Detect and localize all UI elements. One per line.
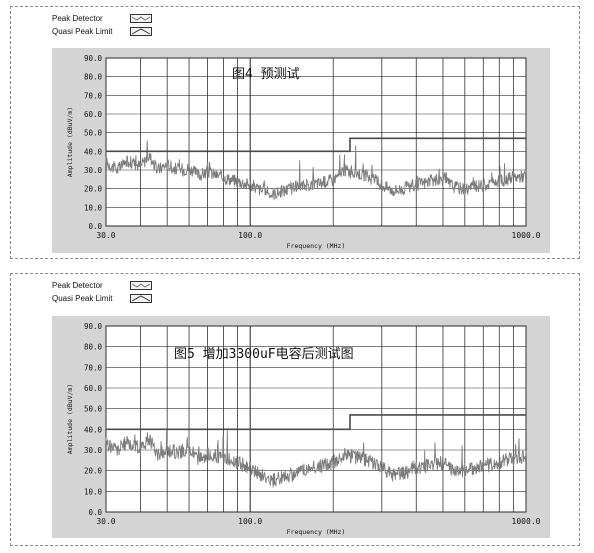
emi-spectrum-chart-2: 0.0 10.0 20.0 30.0 40.0 50.0 60.0 70.0 80.0 90.0 3…	[52, 316, 550, 538]
peak-detector-line-icon	[130, 14, 152, 23]
series-line-quasi-peak-limit	[106, 137, 526, 153]
y-tick-label: 70.0	[84, 363, 103, 372]
legend-1: Peak Detector Quasi Peak Limit	[52, 12, 152, 38]
series-line-peak-detector	[105, 140, 527, 201]
chart-panel-2	[10, 273, 580, 546]
legend-label: Peak Detector	[52, 14, 103, 23]
x-tick-label: 30.0	[96, 517, 115, 526]
y-tick-label: 20.0	[84, 467, 103, 476]
legend-2: Peak Detector Quasi Peak Limit	[52, 279, 152, 305]
y-tick-label: 80.0	[84, 73, 103, 82]
y-tick-label: 70.0	[84, 91, 103, 100]
legend-item-quasi-peak-limit: Quasi Peak Limit	[52, 292, 152, 305]
y-tick-label: 10.0	[84, 487, 103, 496]
x-tick-label: 100.0	[238, 231, 262, 240]
chart-panel-1	[10, 6, 580, 259]
series-line-peak-detector	[105, 428, 527, 488]
y-axis-label: Amplitude (dBuV/m)	[66, 384, 74, 454]
y-tick-label: 20.0	[84, 185, 103, 194]
legend-label: Peak Detector	[52, 281, 103, 290]
series-line-quasi-peak-limit	[106, 414, 526, 431]
y-tick-label: 40.0	[84, 147, 103, 156]
emi-spectrum-chart-1: 0.0 10.0 20.0 30.0 40.0 50.0 60.0 70.0 80.0 90.0 3…	[52, 48, 550, 253]
y-tick-label: 60.0	[84, 110, 103, 119]
y-tick-label: 30.0	[84, 446, 103, 455]
y-tick-label: 0.0	[88, 222, 102, 231]
x-tick-label: 1000.0	[512, 517, 541, 526]
x-axis-label: Frequency (MHz)	[287, 528, 346, 536]
y-tick-label: 50.0	[84, 405, 103, 414]
y-axis-label: Amplitude (dBuV/m)	[66, 107, 74, 177]
legend-item-quasi-peak-limit: Quasi Peak Limit	[52, 25, 152, 38]
legend-item-peak-detector: Peak Detector	[52, 279, 152, 292]
y-tick-label: 40.0	[84, 425, 103, 434]
y-tick-label: 0.0	[88, 508, 102, 517]
y-tick-label: 80.0	[84, 343, 103, 352]
y-tick-label: 60.0	[84, 384, 103, 393]
x-axis-label: Frequency (MHz)	[287, 242, 346, 250]
legend-label: Quasi Peak Limit	[52, 27, 113, 36]
quasi-peak-limit-line-icon	[130, 27, 152, 36]
y-tick-label: 90.0	[84, 322, 103, 331]
chart-title: 图4 预测试	[232, 67, 300, 82]
legend-item-peak-detector: Peak Detector	[52, 12, 152, 25]
y-tick-label: 50.0	[84, 129, 103, 138]
x-tick-label: 1000.0	[512, 231, 541, 240]
x-tick-label: 30.0	[96, 231, 115, 240]
x-tick-label: 100.0	[238, 517, 262, 526]
legend-label: Quasi Peak Limit	[52, 294, 113, 303]
y-tick-label: 30.0	[84, 166, 103, 175]
plot-area	[105, 57, 527, 227]
peak-detector-line-icon	[130, 281, 152, 290]
plot-area	[105, 325, 527, 513]
y-tick-label: 10.0	[84, 203, 103, 212]
chart-title: 图5 增加3300uF电容后测试图	[174, 346, 354, 362]
quasi-peak-limit-line-icon	[130, 294, 152, 303]
y-tick-label: 90.0	[84, 54, 103, 63]
